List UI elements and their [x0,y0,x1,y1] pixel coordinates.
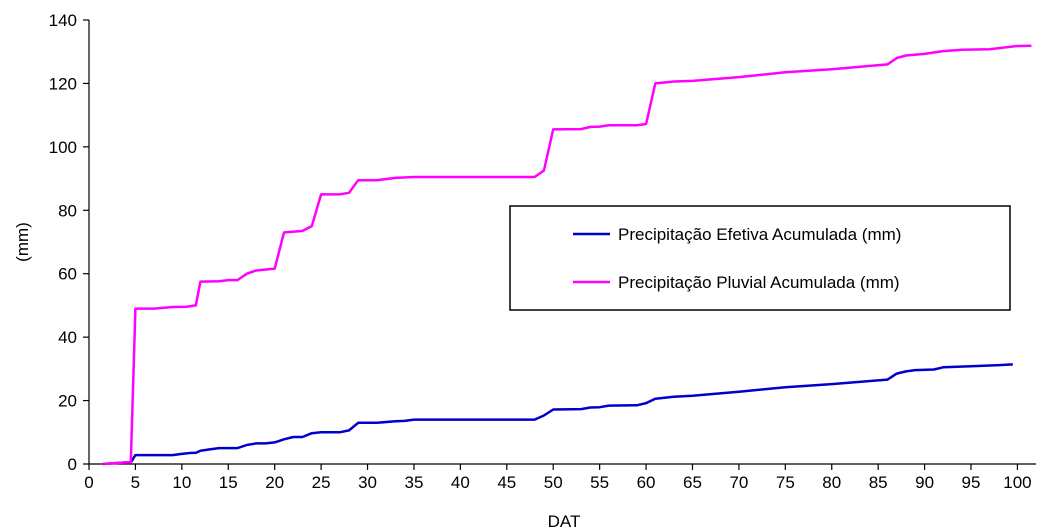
y-tick-label: 0 [68,455,77,474]
y-axis-title: (mm) [13,222,32,262]
x-tick-label: 10 [172,473,191,492]
y-tick-label: 80 [58,201,77,220]
y-tick-label: 120 [49,74,77,93]
x-tick-label: 30 [358,473,377,492]
x-tick-label: 85 [869,473,888,492]
x-axis-title: DAT [548,512,581,531]
y-axis: 0 20 40 60 80 100 120 140 [49,11,89,474]
x-tick-label: 80 [822,473,841,492]
series-group [102,44,1032,466]
x-tick-label: 75 [776,473,795,492]
x-tick-label: 60 [637,473,656,492]
y-tick-label: 60 [58,265,77,284]
x-tick-label: 5 [131,473,140,492]
x-tick-label: 100 [1003,473,1031,492]
x-tick-label: 95 [962,473,981,492]
series-line-0 [102,363,1013,466]
legend-label-efetiva: Precipitação Efetiva Acumulada (mm) [618,225,901,244]
y-tick-label: 100 [49,138,77,157]
x-tick-label: 15 [219,473,238,492]
x-tick-label: 90 [915,473,934,492]
x-tick-label: 25 [312,473,331,492]
legend: Precipitação Efetiva Acumulada (mm) Prec… [509,205,1011,311]
x-tick-label: 0 [84,473,93,492]
x-tick-label: 65 [683,473,702,492]
x-tick-label: 45 [497,473,516,492]
x-tick-label: 35 [404,473,423,492]
x-tick-label: 55 [590,473,609,492]
x-tick-label: 20 [265,473,284,492]
y-tick-label: 140 [49,11,77,30]
legend-label-pluvial: Precipitação Pluvial Acumulada (mm) [618,273,900,292]
x-tick-label: 50 [544,473,563,492]
series-line-1 [102,44,1032,466]
legend-box [509,205,1011,311]
x-tick-label: 70 [729,473,748,492]
x-axis: 0 5 10 15 20 25 30 35 40 45 50 55 60 65 70 75 80 85 90 95 10… [84,464,1032,492]
y-tick-label: 40 [58,328,77,347]
x-tick-label: 40 [451,473,470,492]
y-tick-label: 20 [58,392,77,411]
